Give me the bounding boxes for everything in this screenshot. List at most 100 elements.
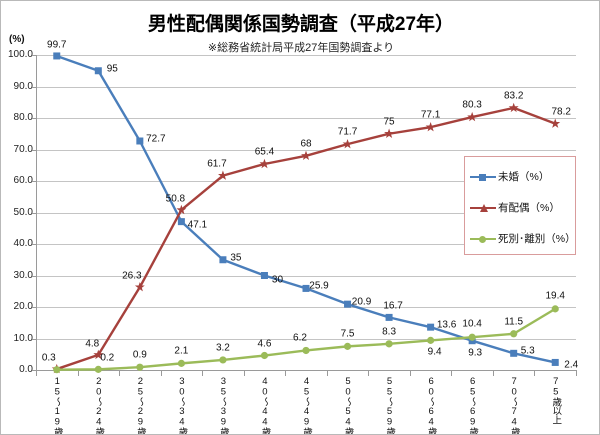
data-point-marker (344, 300, 352, 308)
data-point-marker (259, 158, 270, 169)
x-axis-tick-mark (451, 370, 453, 376)
legend-marker-icon (470, 233, 496, 245)
x-axis-tick-mark (409, 370, 411, 376)
chart-title: 男性配偶関係国勢調査（平成27年） (147, 14, 455, 35)
data-point-label: 8.3 (382, 326, 397, 338)
x-axis-tick-mark (77, 370, 79, 376)
legend-marker-icon (470, 171, 496, 183)
data-point-marker (425, 121, 436, 132)
data-point-label: 2.4 (564, 359, 579, 371)
y-axis-tick-mark (32, 86, 37, 88)
y-axis-tick-label: 10.0 (13, 332, 33, 344)
data-point-label: 50.8 (165, 193, 186, 205)
data-point-label: 35 (230, 252, 242, 264)
data-point-label: 30 (271, 274, 284, 285)
data-point-marker (219, 356, 227, 364)
y-axis-tick-label: 20.0 (13, 301, 33, 312)
data-point-marker (94, 365, 102, 373)
x-axis-tick-mark (202, 370, 204, 376)
gridline (36, 338, 576, 340)
legend-item-3[interactable]: 死別･離別（%） (470, 223, 576, 254)
data-point-marker (510, 349, 518, 357)
y-axis-tick-label: 100.0 (7, 49, 33, 60)
data-point-marker (93, 349, 104, 360)
data-point-label: 0.2 (100, 352, 115, 364)
data-point-marker (427, 323, 435, 331)
x-axis-tick-mark (326, 370, 328, 376)
legend-item-2[interactable]: 有配偶（%） (470, 192, 575, 223)
x-axis-tick-mark (285, 370, 287, 376)
data-point-marker (176, 204, 187, 215)
x-axis-tick-label: 55〜59歳 (384, 376, 396, 435)
data-point-marker (94, 67, 102, 75)
legend-item-label: 未婚（%） (498, 171, 550, 183)
x-axis-tick-mark (534, 370, 536, 376)
data-point-marker (219, 256, 227, 264)
data-point-label: 9.4 (427, 346, 442, 358)
data-point-label: 0.3 (41, 352, 56, 364)
x-axis-tick-label: 45〜49歳 (301, 376, 312, 435)
data-point-marker (134, 281, 145, 292)
y-axis-tick-label: 90.0 (13, 80, 33, 92)
data-point-marker (302, 346, 310, 355)
legend[interactable]: 未婚（%） 有配偶（%） 死別･離別（%） (464, 156, 576, 255)
data-point-marker (217, 170, 228, 180)
x-axis-tick-mark (243, 370, 245, 376)
data-point-marker (302, 284, 310, 292)
data-point-marker (551, 358, 559, 366)
data-point-label: 10.4 (462, 318, 482, 330)
y-axis-tick-label: 40.0 (13, 238, 33, 249)
plot-area (36, 55, 576, 370)
data-point-label: 80.3 (462, 99, 482, 111)
data-point-marker (343, 342, 352, 350)
data-point-marker (177, 218, 185, 226)
data-point-label: 65.4 (254, 146, 275, 158)
data-point-label: 75 (383, 116, 395, 128)
y-axis-tick-mark (32, 181, 37, 182)
x-axis-line (36, 370, 577, 371)
chart-subtitle: ※総務省統計局平成27年国勢調査より (207, 42, 395, 54)
data-point-marker (467, 111, 478, 122)
x-axis-tick-label: 65〜69歳 (467, 376, 479, 435)
data-point-label: 13.6 (436, 319, 457, 331)
data-point-label: 16.7 (383, 300, 403, 312)
x-axis-tick-label: 70〜74歳 (508, 376, 520, 435)
y-axis-tick-mark (32, 212, 37, 214)
data-point-marker (260, 272, 268, 279)
y-axis-tick-mark (32, 307, 37, 308)
gridline (36, 275, 576, 277)
gridline (36, 149, 576, 151)
data-point-marker (385, 313, 393, 321)
y-axis-tick-label: 30.0 (13, 269, 33, 281)
data-point-label: 3.2 (215, 342, 230, 354)
data-point-label: 19.4 (545, 290, 565, 302)
data-point-marker (427, 336, 435, 344)
data-point-marker (510, 330, 518, 338)
data-point-marker (550, 118, 561, 128)
data-point-marker (342, 138, 353, 149)
y-axis-tick-label: 50.0 (13, 206, 33, 218)
y-axis-tick-label: 60.0 (13, 175, 33, 186)
data-point-label: 25.9 (309, 280, 329, 292)
y-axis-tick-mark (32, 370, 37, 371)
y-axis-tick-mark (32, 149, 37, 151)
x-axis-tick-label: 30〜34歳 (176, 376, 188, 435)
gridline (36, 181, 576, 182)
y-axis-tick-mark (32, 275, 37, 277)
legend-marker-icon (470, 202, 496, 214)
data-point-marker (53, 52, 61, 60)
x-axis-tick-label: 40〜44歳 (259, 376, 271, 435)
legend-item-1[interactable]: 未婚（%） (470, 161, 575, 192)
y-axis-tick-mark (32, 55, 37, 56)
data-point-label: 61.7 (207, 158, 227, 170)
x-axis-tick-mark (160, 370, 162, 376)
y-axis-tick-mark (32, 338, 37, 340)
x-axis-tick-mark (576, 370, 577, 376)
data-point-label: 99.7 (47, 39, 67, 51)
data-point-marker (508, 102, 519, 113)
gridline (36, 244, 576, 245)
data-point-marker (53, 366, 61, 374)
data-point-label: 4.8 (85, 338, 100, 350)
